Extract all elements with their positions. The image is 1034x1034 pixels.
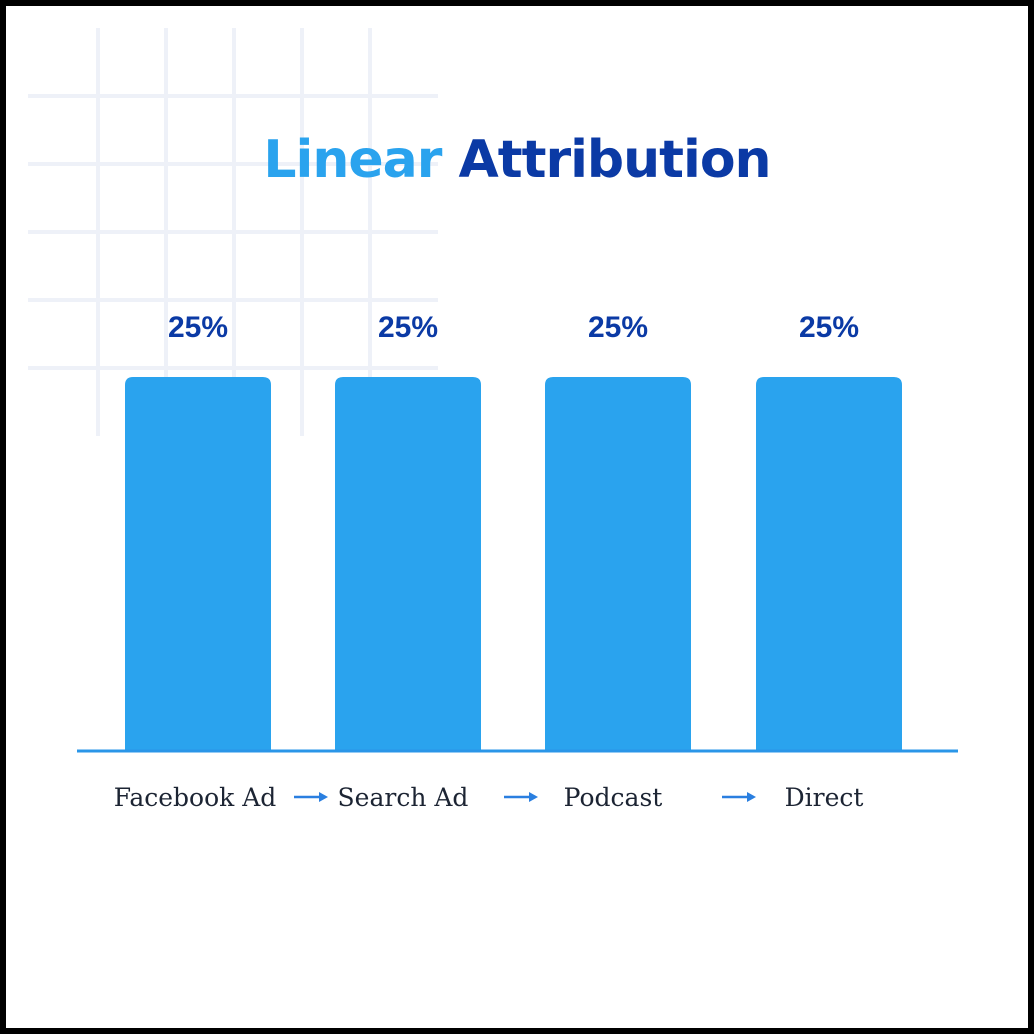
- chart-frame: Linear Attribution 25% 25% 25% 25% Facebook …: [6, 6, 1028, 1028]
- category-label: Direct: [785, 783, 864, 812]
- value-label: 25%: [168, 311, 228, 344]
- value-label: 25%: [588, 311, 648, 344]
- title-part-light: Linear: [263, 130, 442, 190]
- chart-title: Linear Attribution: [6, 128, 1028, 192]
- bar-direct: [756, 377, 902, 750]
- bar-facebook-ad: [125, 377, 271, 750]
- value-label: 25%: [799, 311, 859, 344]
- bar-search-ad: [335, 377, 481, 750]
- category-label: Facebook Ad: [114, 783, 277, 812]
- bar-chart: 25% 25% 25% 25% Facebook Ad Search Ad Podcast D…: [77, 311, 958, 812]
- flow-arrow-icon: [504, 792, 538, 802]
- background-grid: [28, 28, 438, 436]
- bar-podcast: [545, 377, 691, 750]
- flow-arrow-icon: [722, 792, 756, 802]
- category-label: Podcast: [564, 783, 663, 812]
- category-label: Search Ad: [338, 783, 469, 812]
- flow-arrow-icon: [294, 792, 328, 802]
- value-label: 25%: [378, 311, 438, 344]
- title-part-dark: Attribution: [458, 130, 771, 190]
